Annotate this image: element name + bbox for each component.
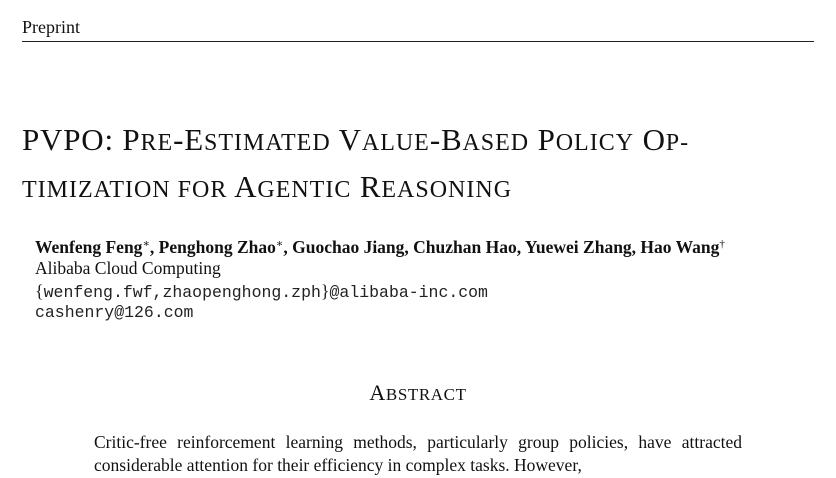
author-list: Wenfeng Feng∗, Penghong Zhao∗, Guochao J… bbox=[35, 233, 825, 258]
author-sep: , bbox=[149, 237, 159, 257]
title-smallcaps: RE bbox=[140, 130, 174, 156]
title-smallcaps: TIMIZATION FOR bbox=[22, 177, 228, 203]
author-mark: ∗ bbox=[142, 238, 150, 250]
title-cap: A bbox=[227, 169, 258, 204]
title-smallcaps: P- bbox=[665, 130, 690, 156]
author-name: Wenfeng Feng bbox=[35, 237, 143, 257]
author-name: Guochao Jiang bbox=[292, 237, 405, 257]
running-header: Preprint bbox=[22, 16, 814, 42]
author-name: Yuewei Zhang bbox=[524, 237, 632, 257]
author-name: Chuzhan Hao bbox=[413, 237, 517, 257]
author-mark: ∗ bbox=[275, 238, 284, 250]
title-smallcaps: GENTIC bbox=[257, 177, 352, 203]
author-mark: † bbox=[719, 238, 725, 250]
author-name: Hao Wang bbox=[640, 237, 720, 257]
abstract-heading-cap: A bbox=[369, 380, 386, 405]
title-smallcaps: STIMATED bbox=[204, 130, 331, 156]
title-smallcaps: EASONING bbox=[381, 177, 513, 203]
abstract-heading: ABSTRACT bbox=[0, 379, 836, 409]
title-lead: PVPO: P bbox=[22, 122, 141, 157]
author-sep: , bbox=[631, 237, 641, 257]
open-brace: { bbox=[35, 281, 44, 301]
author-sep: , bbox=[283, 237, 293, 257]
title-smallcaps: ALUE bbox=[361, 130, 430, 156]
title-cap: V bbox=[330, 122, 362, 157]
title-cap: O bbox=[634, 122, 666, 157]
paper-title: PVPO: PRE-ESTIMATED VALUE-BASED POLICY O… bbox=[22, 118, 822, 212]
author-name: Penghong Zhao bbox=[158, 237, 276, 257]
title-smallcaps: ASED bbox=[462, 130, 530, 156]
title-cap: R bbox=[351, 169, 382, 204]
header-label: Preprint bbox=[22, 17, 80, 37]
affiliation: Alibaba Cloud Computing bbox=[35, 258, 221, 278]
title-smallcaps: OLICY bbox=[555, 130, 635, 156]
email-line-2: cashenry@126.com bbox=[35, 303, 194, 322]
author-sep: , bbox=[404, 237, 414, 257]
abstract-body: Critic-free reinforcement learning metho… bbox=[94, 432, 742, 475]
email-line-1: {wenfeng.fwf,zhaopenghong.zph}@alibaba-i… bbox=[35, 280, 488, 304]
email-domain: @alibaba-inc.com bbox=[329, 283, 488, 302]
title-cap: P bbox=[529, 122, 556, 157]
close-brace: } bbox=[320, 281, 330, 301]
email-usernames: wenfeng.fwf,zhaopenghong.zph bbox=[43, 283, 321, 302]
author-sep: , bbox=[516, 237, 525, 257]
title-cap: -E bbox=[173, 122, 204, 157]
title-cap: -B bbox=[429, 122, 463, 157]
abstract-heading-smallcaps: BSTRACT bbox=[385, 385, 467, 404]
